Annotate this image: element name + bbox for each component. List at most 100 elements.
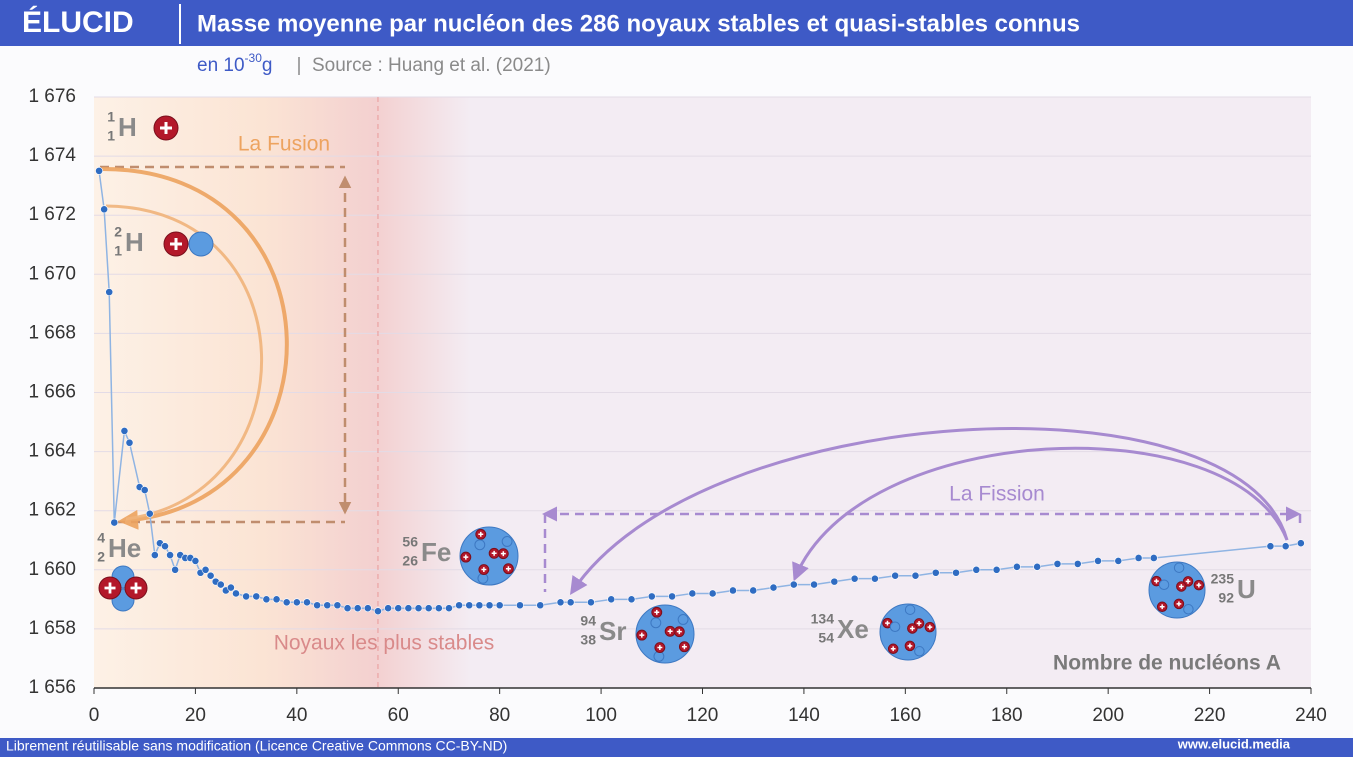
- y-tick-label: 1 670: [28, 263, 76, 284]
- nuclide-mass: 235: [1211, 571, 1235, 587]
- data-point: [1094, 557, 1102, 565]
- nuclide-charge: 1: [114, 243, 122, 259]
- neutron-icon: [1173, 562, 1185, 573]
- data-point: [262, 595, 271, 604]
- header-bar: [0, 0, 1353, 46]
- x-tick-label: 160: [889, 705, 921, 726]
- data-point: [120, 427, 129, 435]
- plus-icon: [676, 629, 682, 635]
- nuclide-mass: 134: [811, 611, 835, 627]
- y-tick-label: 1 676: [28, 86, 76, 107]
- neutron-icon: [904, 604, 916, 615]
- y-tick-label: 1 666: [28, 382, 76, 403]
- x-tick-label: 120: [687, 705, 719, 726]
- nuclide-symbol: He: [108, 533, 141, 563]
- data-point: [1114, 557, 1123, 565]
- plus-icon: [890, 646, 896, 652]
- nuclide-charge: 26: [402, 553, 418, 569]
- plus-icon: [639, 632, 645, 638]
- fission-arc: [792, 446, 1289, 582]
- data-point: [668, 592, 676, 601]
- neutron-icon: [889, 621, 901, 632]
- url: www.elucid.media: [1177, 736, 1291, 751]
- data-point: [384, 604, 393, 613]
- data-point: [850, 574, 859, 583]
- neutron-icon: [650, 617, 662, 629]
- nuclide-symbol: H: [118, 112, 137, 142]
- unit-suffix: g: [262, 55, 273, 76]
- data-point: [292, 598, 301, 607]
- y-tick-label: 1 674: [28, 145, 76, 166]
- nuclide-mass: 4: [97, 530, 105, 546]
- plus-icon: [907, 643, 913, 649]
- x-tick-label: 180: [991, 705, 1023, 726]
- data-point: [830, 577, 839, 586]
- y-tick-label: 1 656: [28, 677, 76, 698]
- neutron-icon: [1183, 604, 1194, 615]
- data-point: [455, 601, 463, 610]
- plus-icon: [916, 621, 922, 626]
- nuclide-charge: 54: [818, 630, 834, 646]
- neutron-icon: [1158, 579, 1170, 590]
- data-point: [232, 589, 240, 598]
- data-point: [414, 604, 423, 613]
- x-tick-label: 20: [185, 705, 206, 726]
- data-point: [313, 601, 322, 610]
- y-tick-label: 1 662: [28, 500, 76, 521]
- neutron-icon: [188, 231, 214, 257]
- data-point: [394, 604, 403, 613]
- plus-icon: [654, 609, 660, 615]
- data-point: [323, 601, 332, 610]
- source: Source : Huang et al. (2021): [312, 55, 551, 76]
- data-point: [688, 589, 697, 598]
- neutron-icon: [477, 572, 489, 584]
- data-point: [216, 580, 225, 589]
- data-point: [931, 568, 940, 577]
- license: Librement réutilisable sans modification…: [6, 738, 507, 754]
- plus-icon: [130, 582, 142, 594]
- data-point: [166, 551, 174, 559]
- neutron-icon: [501, 536, 513, 547]
- data-point: [343, 604, 352, 613]
- plus-icon: [1196, 582, 1202, 588]
- data-point: [353, 604, 362, 613]
- data-point: [1053, 559, 1062, 568]
- plus-icon: [1178, 584, 1184, 589]
- y-tick-label: 1 664: [28, 441, 76, 462]
- data-point: [150, 551, 159, 559]
- fusion-bracket: [100, 165, 345, 524]
- data-point: [607, 595, 616, 604]
- data-point: [404, 604, 413, 613]
- data-point: [708, 589, 717, 598]
- x-axis-label: Nombre de nucléons A: [1053, 652, 1281, 675]
- y-tick-label: 1 658: [28, 618, 76, 639]
- plus-icon: [681, 644, 687, 650]
- x-tick-label: 0: [89, 705, 100, 726]
- nuclide-symbol: H: [125, 227, 144, 257]
- plus-icon: [1154, 578, 1159, 584]
- unit-prefix: en 10: [197, 55, 245, 76]
- nuclide-symbol: Xe: [837, 614, 869, 644]
- x-tick-label: 200: [1092, 705, 1124, 726]
- data-point: [495, 601, 504, 610]
- nuclide-symbol: U: [1237, 574, 1256, 604]
- data-point: [363, 604, 372, 613]
- plus-icon: [170, 238, 182, 250]
- plus-icon: [104, 582, 116, 594]
- data-point: [1033, 562, 1042, 571]
- nuclide-mass: 1: [107, 109, 115, 125]
- fusion-arc: [105, 204, 264, 521]
- neutron-icon: [677, 614, 689, 625]
- data-point: [445, 604, 453, 613]
- plus-icon: [1185, 579, 1191, 584]
- data-point: [374, 607, 382, 616]
- y-tick-label: 1 668: [28, 322, 76, 343]
- data-point: [140, 486, 149, 494]
- data-point: [1073, 559, 1082, 568]
- data-point: [282, 598, 291, 607]
- plus-icon: [657, 645, 663, 651]
- data-point: [201, 565, 210, 574]
- x-tick-label: 240: [1295, 705, 1327, 726]
- nuclide-charge: 1: [107, 128, 115, 144]
